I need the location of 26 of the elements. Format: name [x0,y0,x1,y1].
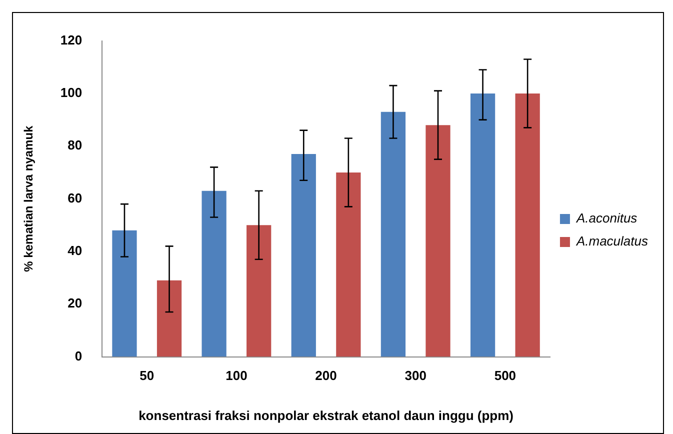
bar [291,154,316,357]
x-tick-label: 100 [226,368,248,384]
x-tick-label: 500 [494,368,516,384]
y-tick-label: 100 [60,85,82,100]
bar [156,280,182,357]
y-tick-label: 40 [68,243,82,258]
x-axis-title: konsentrasi fraksi nonpolar ekstrak etanol daun inggu (ppm) [138,408,514,423]
y-tick-label: 60 [68,190,82,206]
y-tick-label: 120 [60,32,82,48]
bar [336,172,361,357]
bar [380,112,406,357]
bar [246,225,272,357]
x-tick-label: 200 [315,368,337,384]
legend-label: A.maculatus [575,234,648,249]
bar [515,93,540,357]
y-tick-label: 0 [74,348,82,364]
x-tick-label: 50 [140,368,154,384]
bar [426,125,450,357]
y-axis-title: % kematian larva nyamuk [22,125,36,272]
bar [470,93,496,357]
y-tick-label: 80 [68,138,82,153]
legend-label: A.aconitus [575,210,638,226]
bar [112,230,137,357]
x-tick-label: 300 [404,368,426,384]
bar [202,190,226,357]
y-tick-label: 20 [68,296,82,311]
